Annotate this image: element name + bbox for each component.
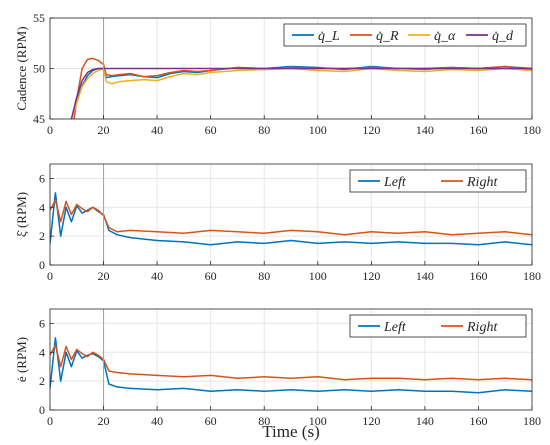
plot-area — [50, 192, 532, 246]
y-tick-label: 2 — [39, 229, 45, 243]
plot-area — [50, 337, 532, 394]
y-tick-label: 0 — [39, 403, 45, 417]
legend-label: q̇_R — [376, 29, 399, 44]
x-tick-label: 0 — [47, 414, 53, 428]
legend-label: q̇_α — [434, 29, 456, 44]
legend-box — [283, 23, 527, 47]
x-tick-label: 80 — [258, 414, 270, 428]
x-tick-label: 80 — [258, 269, 270, 283]
y-tick-label: 55 — [33, 11, 45, 25]
x-tick-label: 40 — [151, 414, 163, 428]
plot-area — [70, 57, 532, 119]
series-line-1 — [50, 337, 532, 394]
axes-box — [49, 308, 533, 411]
series-line-1 — [50, 192, 532, 246]
x-tick-label: 160 — [469, 269, 487, 283]
axes-box — [49, 163, 533, 266]
x-tick-label: 60 — [205, 123, 217, 137]
y-axis-label: ξ̇ (RPM) — [14, 192, 29, 237]
x-tick-label: 100 — [309, 414, 327, 428]
series-line-2 — [50, 344, 532, 381]
y-axis-label: Cadence (RPM) — [14, 26, 29, 110]
legend-label: Left — [383, 175, 407, 190]
x-tick-label: 140 — [416, 123, 434, 137]
panel-2: 0 20 40 60 80 100 120 140 160 180 0 2 4 6 ξ̇ (RPM) Left… — [14, 163, 541, 283]
y-tick-label: 50 — [33, 62, 45, 76]
x-tick-label: 140 — [416, 414, 434, 428]
x-tick-label: 120 — [362, 123, 380, 137]
legend: Left Right — [349, 314, 527, 338]
y-axis-label: ė (RPM) — [14, 337, 29, 382]
x-tick-label: 0 — [47, 269, 53, 283]
legend-label: Right — [466, 320, 498, 335]
x-tick-label: 40 — [151, 269, 163, 283]
x-tick-label: 20 — [98, 123, 110, 137]
x-tick-label: 180 — [523, 414, 541, 428]
series-line-4 — [70, 67, 532, 119]
y-tick-label: 4 — [39, 200, 45, 214]
y-tick-label: 4 — [39, 345, 45, 359]
y-tick-label: 6 — [39, 316, 45, 330]
x-tick-label: 120 — [362, 269, 380, 283]
legend: q̇_L q̇_R q̇_α q̇_d — [283, 23, 527, 47]
x-tick-label: 140 — [416, 269, 434, 283]
y-tick-label: 6 — [39, 171, 45, 185]
y-tick-label: 0 — [39, 258, 45, 272]
x-tick-label: 100 — [309, 123, 327, 137]
x-tick-label: 80 — [258, 123, 270, 137]
legend-label: q̇_L — [318, 29, 340, 44]
x-tick-label: 20 — [98, 414, 110, 428]
series-line-3 — [70, 67, 532, 119]
x-tick-label: 160 — [469, 123, 487, 137]
series-line-2 — [73, 57, 532, 119]
series-line-1 — [70, 65, 532, 119]
legend-box — [349, 169, 527, 193]
y-tick-label: 2 — [39, 374, 45, 388]
y-tick-label: 45 — [33, 112, 45, 126]
x-tick-label: 20 — [98, 269, 110, 283]
legend-box — [349, 314, 527, 338]
legend-label: Right — [466, 175, 498, 190]
x-tick-label: 40 — [151, 123, 163, 137]
legend-label: Left — [383, 320, 407, 335]
x-tick-label: 180 — [523, 269, 541, 283]
x-tick-label: 180 — [523, 123, 541, 137]
x-tick-label: 0 — [47, 123, 53, 137]
x-tick-label: 100 — [309, 269, 327, 283]
x-tick-label: 120 — [362, 414, 380, 428]
series-line-2 — [50, 199, 532, 236]
x-axis-label: Time (s) — [262, 422, 319, 441]
x-tick-label: 160 — [469, 414, 487, 428]
x-tick-label: 60 — [205, 269, 217, 283]
x-tick-label: 60 — [205, 414, 217, 428]
panel-1: 0 20 40 60 80 100 120 140 160 180 45 50 55 Cadence (R… — [14, 11, 541, 137]
legend-label: q̇_d — [492, 29, 514, 44]
legend: Left Right — [349, 169, 527, 193]
panel-3: 0 20 40 60 80 100 120 140 160 180 0 2 4 6 ė (RPM) Left R… — [14, 308, 541, 428]
